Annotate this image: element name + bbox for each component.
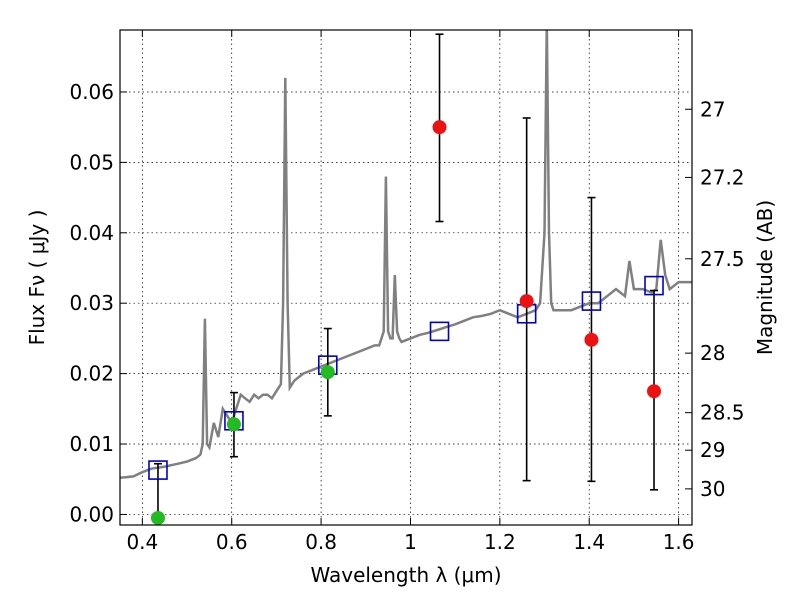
upper-limit-point	[432, 120, 447, 135]
grid	[120, 30, 692, 525]
model-spectrum-layer	[120, 30, 692, 480]
y-tick-label: 0.04	[69, 221, 114, 245]
point-layer	[148, 120, 664, 525]
y-tick-label: 0.01	[69, 432, 114, 456]
y-tick-label: 0.06	[69, 80, 114, 104]
detection-point	[320, 365, 335, 380]
model-point	[148, 460, 168, 480]
y-tick-label: 0.00	[69, 502, 114, 526]
detection-point	[226, 417, 241, 432]
detection-point	[150, 510, 165, 525]
y-axis-right-title: Magnitude (AB)	[753, 200, 777, 355]
right-tick-label: 28.5	[700, 401, 745, 425]
x-tick-label: 1.2	[484, 530, 516, 554]
plot-frame	[119, 29, 693, 526]
x-tick-label: 0.8	[305, 530, 337, 554]
upper-limit-point	[519, 294, 534, 309]
tick-layer: 0.4 0.6 0.8 1 1.2 1.4 1.6 0.00 0.01 0.02 0.03 0.04 0…	[69, 30, 745, 554]
model-point	[429, 321, 450, 342]
right-tick-label: 29	[700, 438, 725, 462]
model-point	[581, 291, 602, 311]
right-tick-label: 30	[700, 477, 725, 501]
y-tick-label: 0.02	[69, 362, 114, 386]
model-point	[644, 275, 664, 296]
upper-limit-point	[584, 332, 599, 347]
x-axis-title: Wavelength λ (μm)	[310, 563, 501, 587]
y-tick-label: 0.05	[69, 150, 114, 174]
right-tick-label: 27	[700, 97, 725, 121]
x-tick-label: 0.6	[216, 530, 248, 554]
errorbar-layer	[153, 33, 659, 518]
right-tick-label: 27.5	[700, 247, 745, 271]
right-tick-label: 27.2	[700, 165, 745, 189]
model-spectrum-line	[120, 30, 692, 480]
upper-limit-point	[647, 384, 662, 399]
x-tick-label: 1.4	[573, 530, 605, 554]
x-tick-label: 1	[404, 530, 417, 554]
x-tick-label: 0.4	[126, 530, 158, 554]
x-tick-label: 1.6	[663, 530, 695, 554]
y-tick-label: 0.03	[69, 291, 114, 315]
right-tick-label: 28	[700, 341, 725, 365]
y-axis-title: Flux Fν ( μJy )	[25, 210, 49, 346]
